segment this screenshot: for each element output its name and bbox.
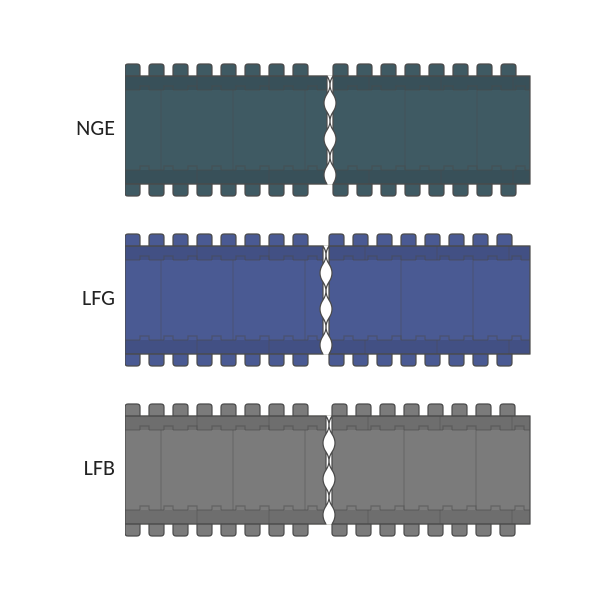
belt-graphic-lfg — [125, 232, 534, 368]
diagram-stage: NGE LFG LFB — [0, 0, 600, 600]
belt-label-lfb: LFB — [0, 454, 115, 481]
belt-row-nge: NGE — [0, 62, 600, 194]
belt-label-nge: NGE — [0, 114, 115, 141]
belt-row-lfb: LFB — [0, 402, 600, 534]
belt-row-lfg: LFG — [0, 232, 600, 364]
belt-graphic-nge — [125, 62, 534, 198]
belt-graphic-lfb — [125, 402, 534, 538]
belt-label-lfg: LFG — [0, 284, 115, 311]
